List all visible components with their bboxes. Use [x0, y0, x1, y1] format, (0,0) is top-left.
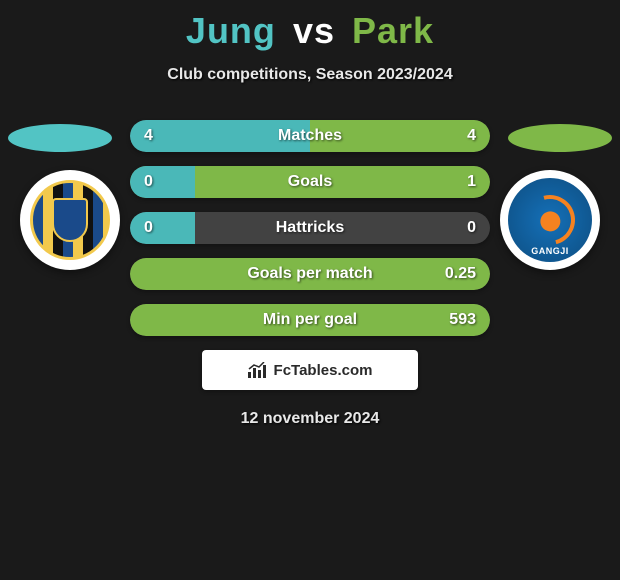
player1-name: Jung [186, 10, 276, 51]
stat-label: Min per goal [130, 304, 490, 336]
stat-value-right: 4 [467, 120, 476, 152]
stat-row: 0Hattricks0 [130, 212, 490, 244]
date-text: 12 november 2024 [0, 410, 620, 428]
chart-icon [248, 362, 268, 378]
subtitle: Club competitions, Season 2023/2024 [0, 66, 620, 84]
stat-label: Goals per match [130, 258, 490, 290]
stat-row: Min per goal593 [130, 304, 490, 336]
player2-name: Park [352, 10, 434, 51]
stat-row: Goals per match0.25 [130, 258, 490, 290]
stat-row: 4Matches4 [130, 120, 490, 152]
stat-row: 0Goals1 [130, 166, 490, 198]
stat-value-right: 1 [467, 166, 476, 198]
stat-label: Matches [130, 120, 490, 152]
stats-container: 4Matches40Goals10Hattricks0Goals per mat… [0, 120, 620, 428]
watermark-badge: FcTables.com [202, 350, 418, 390]
watermark-text: FcTables.com [274, 362, 373, 379]
stat-value-right: 0.25 [445, 258, 476, 290]
stat-label: Goals [130, 166, 490, 198]
stat-label: Hattricks [130, 212, 490, 244]
comparison-title: Jung vs Park [0, 0, 620, 52]
stat-value-right: 0 [467, 212, 476, 244]
stat-value-right: 593 [449, 304, 476, 336]
versus-text: vs [293, 10, 335, 51]
